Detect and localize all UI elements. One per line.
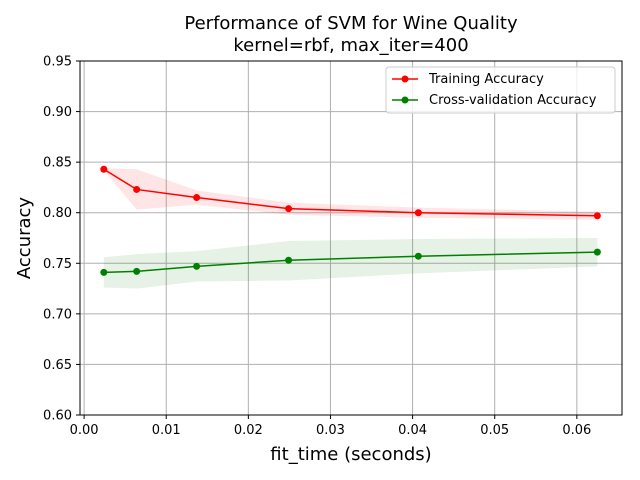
x-tick-label: 0.04	[398, 423, 427, 438]
cross-validation-point	[133, 267, 141, 275]
y-tick-label: 0.90	[43, 105, 72, 120]
training-point	[193, 194, 201, 202]
legend-label-training: Training Accuracy	[428, 72, 544, 87]
chart-subtitle: kernel=rbf, max_iter=400	[233, 35, 468, 56]
cross-validation-point	[414, 252, 422, 260]
legend: Training Accuracy Cross-validation Accur…	[385, 66, 616, 114]
y-tick-label: 0.95	[43, 55, 72, 70]
x-axis-label: fit_time (seconds)	[270, 444, 431, 465]
training-point	[133, 185, 141, 193]
legend-marker-cross-validation	[401, 96, 409, 104]
y-tick-label: 0.65	[43, 358, 72, 373]
y-tick-label: 0.75	[43, 257, 72, 272]
cross-validation-point	[285, 256, 293, 264]
training-point	[285, 205, 293, 213]
confidence-bands	[103, 168, 598, 289]
legend-box	[385, 66, 616, 114]
cross-validation-line	[103, 251, 598, 274]
cross-validation-band	[103, 238, 598, 289]
x-axis-ticks: 0.00 0.01 0.02 0.03 0.04 0.05 0.06	[70, 415, 591, 438]
training-point	[593, 212, 601, 220]
y-tick-label: 0.70	[43, 307, 72, 322]
y-tick-label: 0.60	[43, 409, 72, 424]
data-points	[100, 165, 601, 276]
legend-label-cross-validation: Cross-validation Accuracy	[429, 93, 597, 108]
cross-validation-point	[193, 262, 201, 270]
training-band	[103, 168, 598, 220]
cross-validation-point	[593, 248, 601, 256]
chart-title: Performance of SVM for Wine Quality	[184, 13, 518, 34]
y-axis-label: Accuracy	[14, 197, 35, 280]
grid-lines	[80, 60, 622, 416]
cross-validation-point	[100, 268, 108, 276]
x-tick-label: 0.00	[70, 423, 99, 438]
training-line	[103, 168, 598, 217]
training-point	[100, 165, 108, 173]
plot-frame	[79, 60, 623, 416]
x-tick-label: 0.02	[234, 423, 263, 438]
x-tick-label: 0.03	[316, 423, 345, 438]
y-axis-ticks: 0.60 0.65 0.70 0.75 0.80 0.85 0.90 0.95	[43, 55, 80, 424]
training-point	[414, 209, 422, 217]
y-tick-label: 0.80	[43, 206, 72, 221]
x-tick-label: 0.06	[562, 423, 591, 438]
legend-marker-training	[401, 75, 409, 83]
x-tick-label: 0.05	[480, 423, 509, 438]
y-tick-label: 0.85	[43, 156, 72, 171]
x-tick-label: 0.01	[152, 423, 181, 438]
series-lines	[103, 168, 598, 274]
